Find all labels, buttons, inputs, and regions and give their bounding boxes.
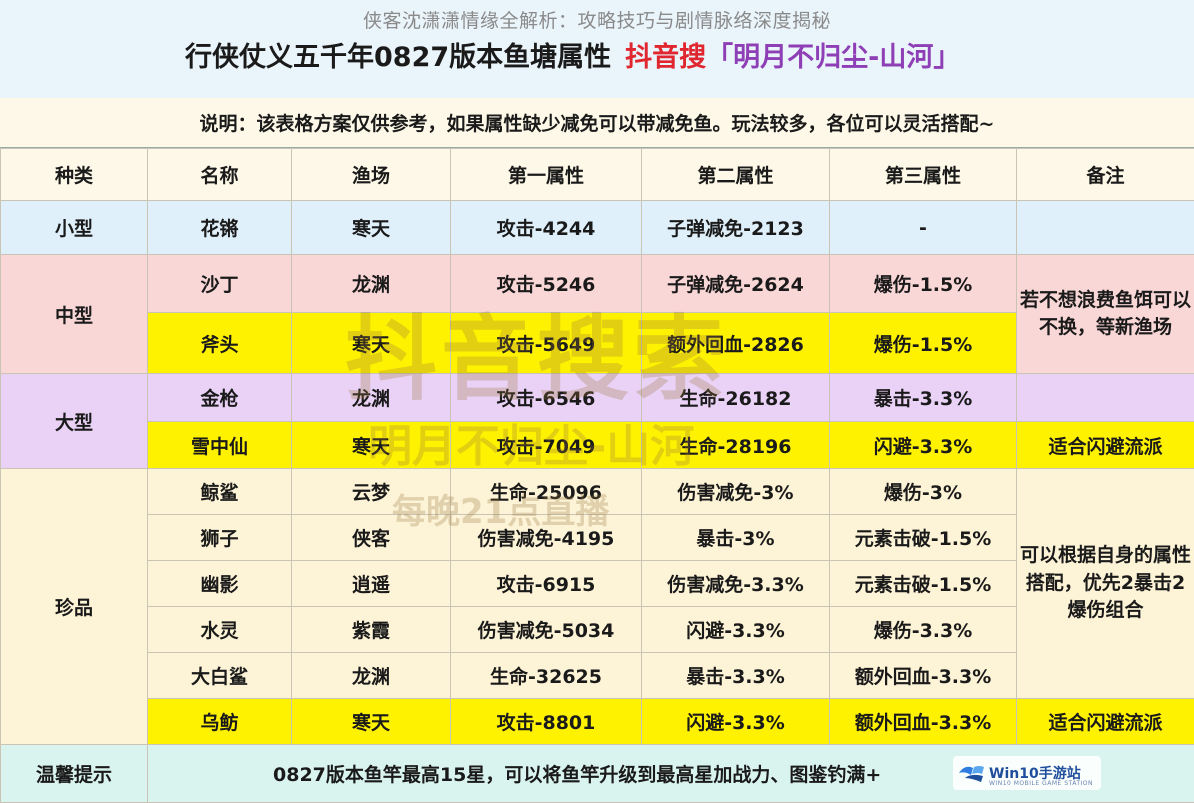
header-attr-1: 第一属性	[451, 149, 642, 201]
fish-attr-1: 攻击-6915	[451, 561, 642, 607]
fish-name: 斧头	[148, 313, 292, 374]
fish-attr-2: 暴击-3.3%	[642, 653, 830, 699]
fish-place: 寒天	[292, 313, 451, 374]
note-line: 说明：该表格方案仅供参考，如果属性缺少减免可以带减免鱼。玩法较多，各位可以灵活搭…	[0, 98, 1194, 148]
table-row: 珍品 鲸鲨 云梦 生命-25096 伤害减免-3% 爆伤-3% 可以根据自身的属…	[1, 469, 1194, 515]
fish-name: 大白鲨	[148, 653, 292, 699]
fish-attr-3: 爆伤-1.5%	[830, 255, 1017, 313]
fish-place: 龙渊	[292, 374, 451, 422]
windows-logo-icon	[957, 762, 985, 784]
fish-attr-1: 攻击-5649	[451, 313, 642, 374]
header-remark: 备注	[1017, 149, 1194, 201]
fish-attr-1: 攻击-5246	[451, 255, 642, 313]
fish-place: 紫霞	[292, 607, 451, 653]
fish-name: 水灵	[148, 607, 292, 653]
table-row: 狮子 侠客 伤害减免-4195 暴击-3% 元素击破-1.5%	[1, 515, 1194, 561]
fish-attr-1: 伤害减免-5034	[451, 607, 642, 653]
table-row: 斧头 寒天 攻击-5649 额外回血-2826 爆伤-1.5%	[1, 313, 1194, 374]
table-row: 大型 金枪 龙渊 攻击-6546 生命-26182 暴击-3.3%	[1, 374, 1194, 422]
fish-attr-1: 攻击-6546	[451, 374, 642, 422]
fish-attr-3: 元素击破-1.5%	[830, 515, 1017, 561]
fish-attr-3: 闪避-3.3%	[830, 422, 1017, 469]
fish-place: 寒天	[292, 201, 451, 255]
fish-name: 沙丁	[148, 255, 292, 313]
table-row: 水灵 紫霞 伤害减免-5034 闪避-3.3% 爆伤-3.3%	[1, 607, 1194, 653]
header-banner: 侠客沈潇潇情缘全解析：攻略技巧与剧情脉络深度揭秘 行侠仗义五千年0827版本鱼塘…	[0, 0, 1194, 99]
fish-attr-2: 额外回血-2826	[642, 313, 830, 374]
fish-attr-1: 生命-32625	[451, 653, 642, 699]
fish-place: 逍遥	[292, 561, 451, 607]
fish-name: 狮子	[148, 515, 292, 561]
fish-attr-2: 伤害减免-3%	[642, 469, 830, 515]
fish-attr-2: 暴击-3%	[642, 515, 830, 561]
group-rare: 珍品	[1, 469, 148, 745]
remark-medium: 若不想浪费鱼饵可以不换，等新渔场	[1017, 255, 1194, 374]
header-attr-3: 第三属性	[830, 149, 1017, 201]
overlay-title: 侠客沈潇潇情缘全解析：攻略技巧与剧情脉络深度揭秘	[0, 6, 1194, 33]
fish-attr-2: 子弹减免-2624	[642, 255, 830, 313]
table-row: 中型 沙丁 龙渊 攻击-5246 子弹减免-2624 爆伤-1.5% 若不想浪费…	[1, 255, 1194, 313]
table-header-row: 种类 名称 渔场 第一属性 第二属性 第三属性 备注	[1, 149, 1194, 201]
fish-remark-empty	[1017, 201, 1194, 255]
fish-attr-2: 生命-26182	[642, 374, 830, 422]
main-title: 行侠仗义五千年0827版本鱼塘属性 抖音搜 「明月不归尘-山河」	[185, 34, 960, 74]
fish-attr-2: 生命-28196	[642, 422, 830, 469]
table-row: 幽影 逍遥 攻击-6915 伤害减免-3.3% 元素击破-1.5%	[1, 561, 1194, 607]
streamer-quote: 「明月不归尘-山河」	[706, 35, 960, 74]
fish-attr-2: 闪避-3.3%	[642, 607, 830, 653]
fish-place: 龙渊	[292, 255, 451, 313]
main-title-text: 行侠仗义五千年0827版本鱼塘属性	[185, 35, 611, 74]
fish-place: 云梦	[292, 469, 451, 515]
brand-search-text: 抖音搜	[625, 35, 706, 74]
fish-name: 花锵	[148, 201, 292, 255]
fish-name: 雪中仙	[148, 422, 292, 469]
fish-attr-1: 生命-25096	[451, 469, 642, 515]
fish-place: 寒天	[292, 422, 451, 469]
table-row: 小型 花锵 寒天 攻击-4244 子弹减免-2123 -	[1, 201, 1194, 255]
fish-attr-1: 攻击-7049	[451, 422, 642, 469]
table-row: 雪中仙 寒天 攻击-7049 生命-28196 闪避-3.3% 适合闪避流派	[1, 422, 1194, 469]
fish-attr-3: 元素击破-1.5%	[830, 561, 1017, 607]
fish-name: 鲸鲨	[148, 469, 292, 515]
fish-name: 乌鲂	[148, 699, 292, 745]
fish-attr-3: 额外回血-3.3%	[830, 699, 1017, 745]
group-medium: 中型	[1, 255, 148, 374]
fish-attr-3: 爆伤-3%	[830, 469, 1017, 515]
fish-place: 寒天	[292, 699, 451, 745]
table-row: 大白鲨 龙渊 生命-32625 暴击-3.3% 额外回血-3.3%	[1, 653, 1194, 699]
site-logo: Win10手游站 WIN10 MOBILE GAME STATION	[953, 756, 1101, 790]
fish-attr-3: 爆伤-3.3%	[830, 607, 1017, 653]
fish-attr-2: 伤害减免-3.3%	[642, 561, 830, 607]
footer-label: 温馨提示	[1, 745, 148, 803]
header-place: 渔场	[292, 149, 451, 201]
fish-name: 金枪	[148, 374, 292, 422]
fish-attr-2: 子弹减免-2123	[642, 201, 830, 255]
header-type: 种类	[1, 149, 148, 201]
fish-attr-1: 攻击-4244	[451, 201, 642, 255]
fish-place: 龙渊	[292, 653, 451, 699]
fish-remark: 适合闪避流派	[1017, 422, 1194, 469]
header-name: 名称	[148, 149, 292, 201]
fish-remark-empty	[1017, 374, 1194, 422]
header-attr-2: 第二属性	[642, 149, 830, 201]
logo-subtext: WIN10 MOBILE GAME STATION	[989, 780, 1093, 787]
fish-remark: 适合闪避流派	[1017, 699, 1194, 745]
remark-rare: 可以根据自身的属性搭配，优先2暴击2爆伤组合	[1017, 469, 1194, 699]
group-large: 大型	[1, 374, 148, 469]
fish-attr-3: 暴击-3.3%	[830, 374, 1017, 422]
table-row: 乌鲂 寒天 攻击-8801 闪避-3.3% 额外回血-3.3% 适合闪避流派	[1, 699, 1194, 745]
fish-attr-1: 伤害减免-4195	[451, 515, 642, 561]
fish-place: 侠客	[292, 515, 451, 561]
fish-attr-2: 闪避-3.3%	[642, 699, 830, 745]
fish-attr-3: -	[830, 201, 1017, 255]
group-small: 小型	[1, 201, 148, 255]
fish-name: 幽影	[148, 561, 292, 607]
attribute-table: 种类 名称 渔场 第一属性 第二属性 第三属性 备注 小型 花锵 寒天 攻击-4…	[0, 148, 1194, 803]
fish-attr-3: 爆伤-1.5%	[830, 313, 1017, 374]
fish-attr-3: 额外回血-3.3%	[830, 653, 1017, 699]
fish-attr-1: 攻击-8801	[451, 699, 642, 745]
